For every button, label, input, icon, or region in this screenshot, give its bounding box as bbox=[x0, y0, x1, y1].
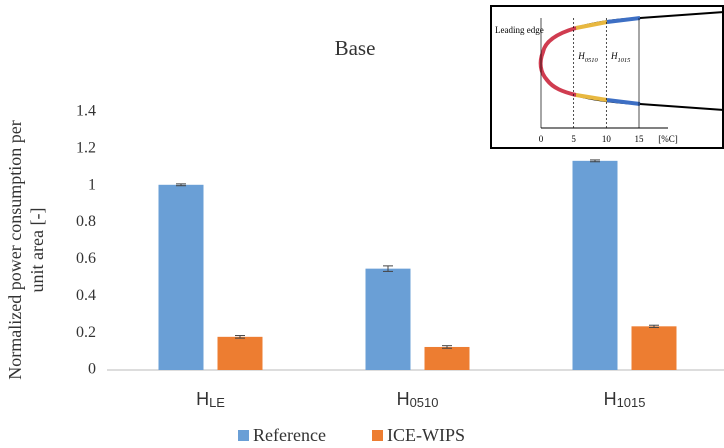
bar bbox=[218, 337, 263, 370]
y-tick-label: 0.4 bbox=[76, 287, 96, 304]
inset-tick-label: 15 bbox=[635, 134, 645, 144]
y-tick-label: 0 bbox=[88, 361, 96, 378]
y-tick-label: 1.4 bbox=[76, 103, 96, 120]
error-bar bbox=[176, 184, 186, 186]
inset-unit: [%C] bbox=[658, 134, 678, 144]
page: Base Leading edge 051015[%C]H0510H1015 0… bbox=[0, 0, 724, 448]
legend-label: Reference bbox=[253, 425, 326, 445]
x-tick-label: H1015 bbox=[604, 389, 646, 411]
inset-tick-label: 0 bbox=[539, 134, 544, 144]
chart: Base Leading edge 051015[%C]H0510H1015 0… bbox=[0, 0, 724, 448]
x-tick-label: HLE bbox=[196, 389, 225, 411]
bar bbox=[632, 326, 677, 370]
chart-title: Base bbox=[335, 36, 376, 60]
y-tick-label: 0.6 bbox=[76, 250, 96, 267]
x-tick-label: H0510 bbox=[397, 389, 439, 411]
bar bbox=[425, 347, 470, 370]
legend-swatch bbox=[238, 430, 249, 441]
y-tick-label: 0.8 bbox=[76, 213, 96, 230]
legend-swatch bbox=[372, 430, 383, 441]
y-tick-label: 0.2 bbox=[76, 324, 96, 341]
y-tick-label: 1.2 bbox=[76, 140, 96, 157]
error-bar bbox=[235, 336, 245, 339]
bar bbox=[573, 161, 618, 370]
inset-tick-label: 5 bbox=[571, 134, 576, 144]
inset-tick-label: 10 bbox=[602, 134, 612, 144]
inset-label: Leading edge bbox=[495, 25, 544, 35]
y-axis-label: Normalized power consumption per unit ar… bbox=[4, 110, 48, 390]
y-tick-label: 1 bbox=[88, 176, 96, 193]
bar bbox=[366, 269, 411, 370]
legend-label: ICE-WIPS bbox=[387, 425, 465, 445]
bar bbox=[159, 185, 204, 370]
